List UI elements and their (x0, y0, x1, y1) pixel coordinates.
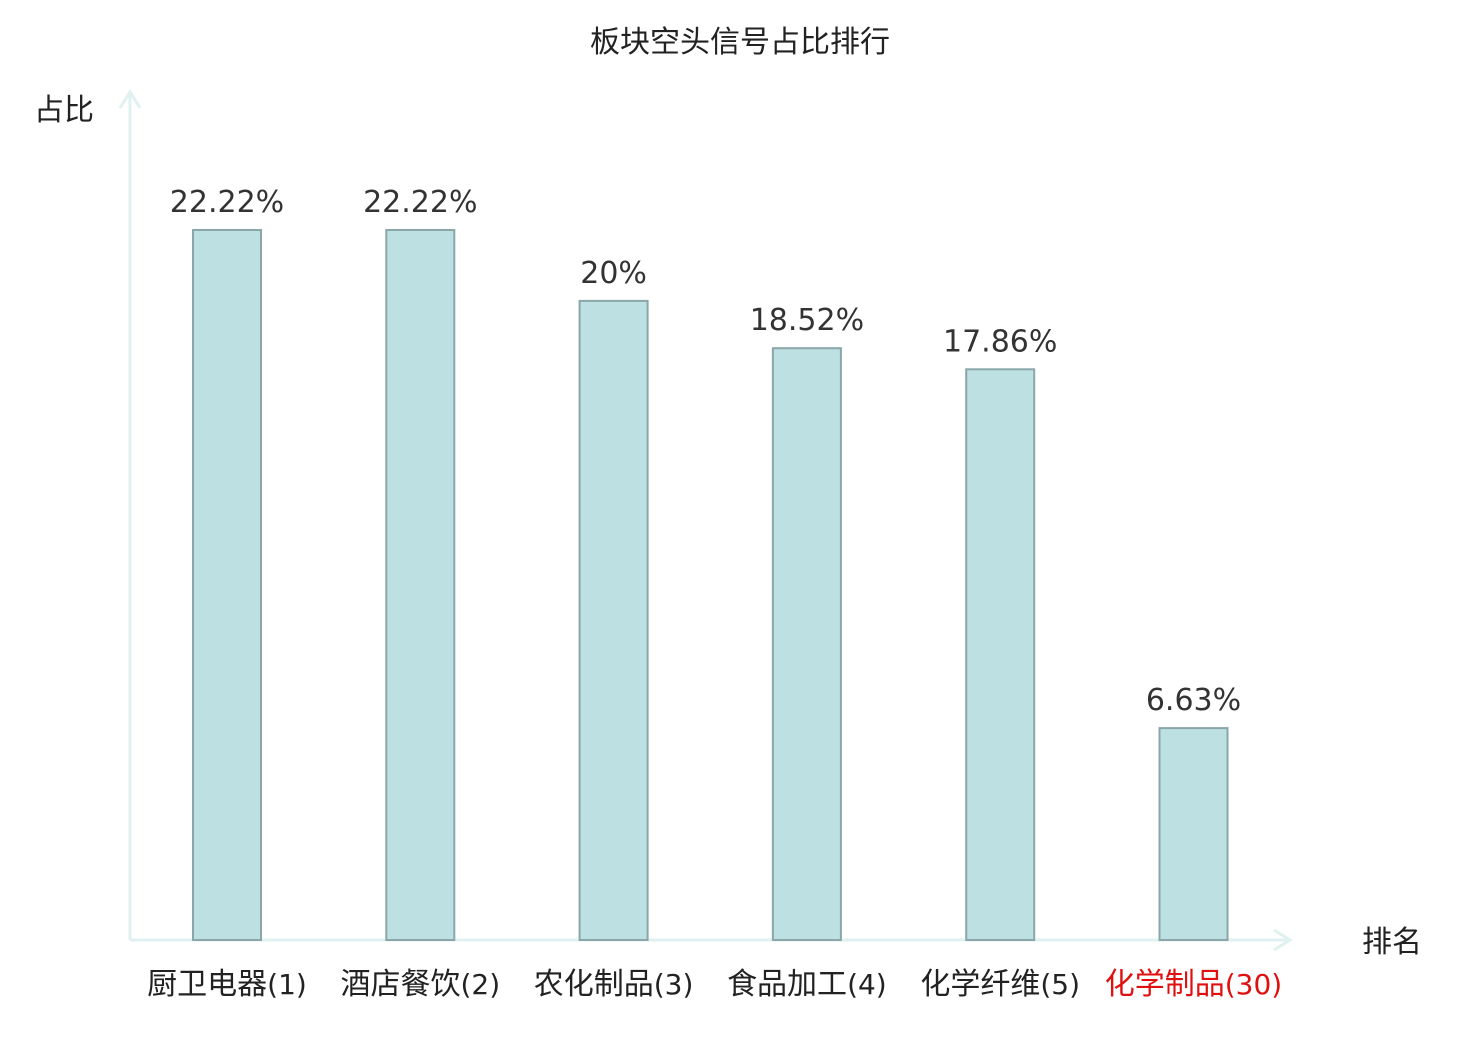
chart-title: 板块空头信号占比排行 (590, 25, 890, 60)
data-label-6: 6.63% (1146, 683, 1241, 718)
bar-3 (578, 299, 649, 941)
category-rank-4: (4) (847, 968, 887, 1001)
x-tick-label-6: 化学制品(30) (1105, 967, 1282, 1002)
category-rank-1: (1) (267, 968, 307, 1001)
data-label-1: 22.22% (170, 185, 284, 220)
x-tick-label-2: 酒店餐饮(2) (340, 967, 500, 1002)
category-name-3: 农化制品 (534, 967, 654, 1002)
category-name-2: 酒店餐饮 (340, 967, 460, 1002)
bar-1 (192, 229, 262, 941)
bars-group (192, 229, 1229, 941)
bar-4 (771, 347, 842, 941)
category-labels-group: 厨卫电器(1) 酒店餐饮(2) 农化制品(3) 食品加工(4) 化学纤维(5) 化学制品(… (147, 967, 1282, 1002)
data-label-3: 20% (580, 256, 647, 291)
category-rank-6: (30) (1225, 968, 1282, 1001)
x-tick-label-3: 农化制品(3) (534, 967, 694, 1002)
data-label-2: 22.22% (363, 185, 477, 220)
bar-6 (1158, 727, 1229, 941)
category-name-1: 厨卫电器 (147, 967, 267, 1002)
category-name-5: 化学纤维 (920, 967, 1040, 1002)
x-tick-label-1: 厨卫电器(1) (147, 967, 307, 1002)
x-tick-label-5: 化学纤维(5) (920, 967, 1080, 1002)
y-axis-arrow (118, 89, 142, 109)
y-axis-label: 占比 (34, 93, 94, 128)
category-rank-3: (3) (654, 968, 694, 1001)
category-rank-2: (2) (460, 968, 500, 1001)
data-label-4: 18.52% (750, 303, 864, 338)
x-axis-label: 排名 (1362, 925, 1422, 960)
data-label-5: 17.86% (943, 324, 1057, 359)
bar-2 (385, 229, 456, 941)
category-name-4: 食品加工 (727, 967, 847, 1002)
x-axis-arrow (1273, 928, 1293, 952)
category-name-6: 化学制品 (1105, 967, 1225, 1002)
value-labels-group: 22.22% 22.22% 20% 18.52% 17.86% 6.63% (170, 185, 1241, 718)
x-tick-label-4: 食品加工(4) (727, 967, 887, 1002)
bar-5 (965, 368, 1036, 941)
category-rank-5: (5) (1040, 968, 1080, 1001)
axes (118, 89, 1293, 952)
